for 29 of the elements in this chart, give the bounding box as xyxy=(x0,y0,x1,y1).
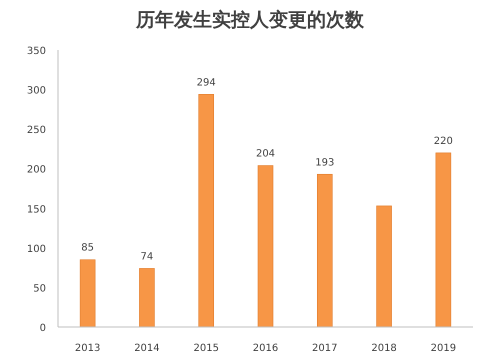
x-tick-label: 2013 xyxy=(74,343,100,354)
bar xyxy=(376,206,392,328)
x-tick-label: 2015 xyxy=(193,343,219,354)
y-tick-label: 350 xyxy=(26,46,46,57)
x-tick-label: 2014 xyxy=(134,343,160,354)
y-tick-label: 50 xyxy=(33,283,46,294)
y-tick-label: 100 xyxy=(26,244,46,255)
data-label: 193 xyxy=(315,157,334,168)
y-tick-label: 300 xyxy=(26,86,46,97)
x-tick-label: 2016 xyxy=(252,343,278,354)
data-label: 220 xyxy=(434,136,453,147)
bar xyxy=(80,259,96,328)
bar xyxy=(198,94,214,328)
y-tick-label: 0 xyxy=(40,323,46,334)
bar xyxy=(436,152,452,328)
y-tick-label: 250 xyxy=(26,125,46,136)
x-tick-label: 2018 xyxy=(371,343,397,354)
data-label: 204 xyxy=(256,148,276,160)
bar xyxy=(316,174,333,328)
y-tick-label: 200 xyxy=(26,164,46,176)
data-label: 294 xyxy=(196,77,216,88)
y-tick-label: 150 xyxy=(26,204,46,216)
data-label: 74 xyxy=(140,251,154,262)
chart-title: 历年发生实控人变更的次数 xyxy=(135,9,365,31)
bar xyxy=(258,165,274,328)
data-label: 85 xyxy=(81,242,94,254)
x-tick-label: 2019 xyxy=(430,343,456,354)
x-tick-label: 2017 xyxy=(312,343,338,354)
bar xyxy=(139,268,155,328)
